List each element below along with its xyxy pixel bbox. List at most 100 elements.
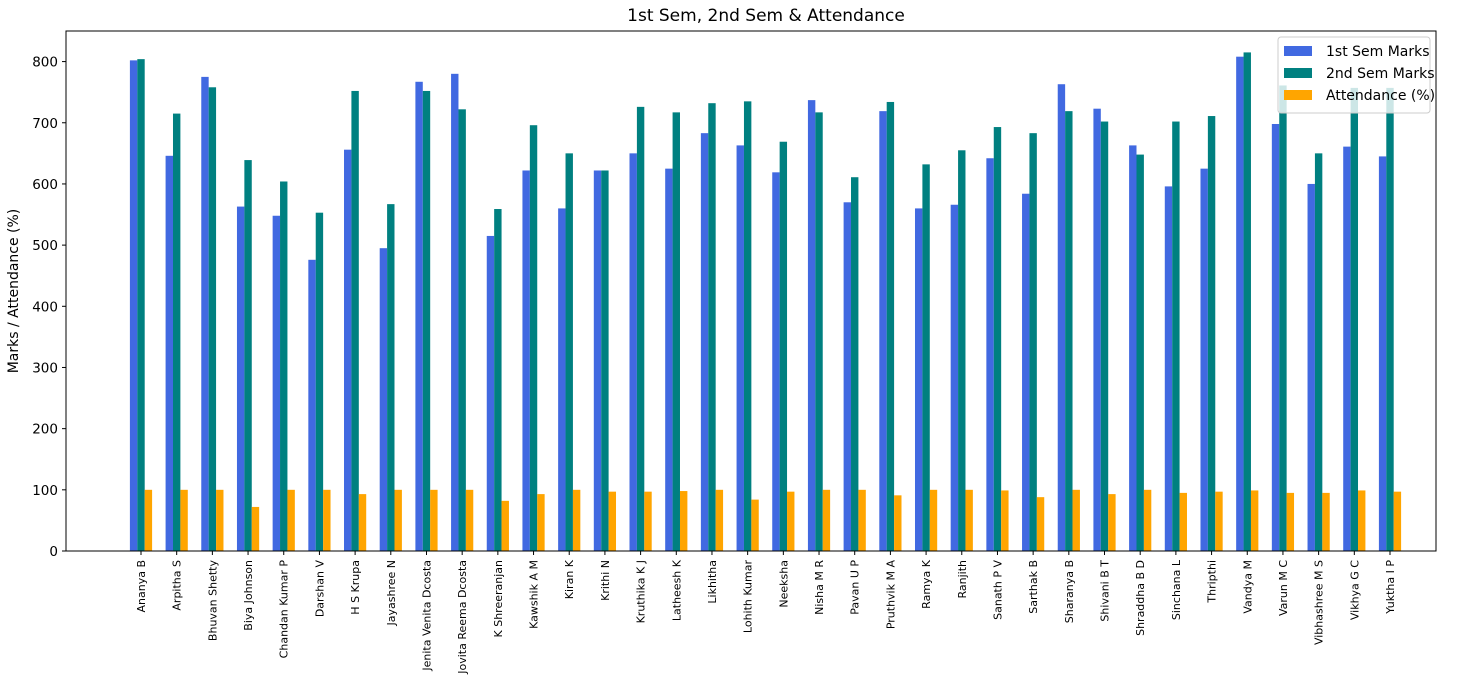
bar-s2-8 (430, 489, 438, 551)
bar-s2-16 (715, 489, 724, 551)
x-tick-label-35: Yuktha I P (1384, 560, 1397, 615)
x-tick-label-11: Kawshik A M (528, 560, 541, 629)
x-tick-label-10: K Shreeranjan (492, 560, 505, 638)
bar-s1-7 (387, 204, 395, 551)
bar-s0-17 (736, 145, 744, 551)
bar-s0-15 (665, 168, 673, 551)
x-tick-label-34: Vikhya G C (1348, 560, 1361, 620)
bar-s0-31 (1236, 56, 1244, 551)
bar-s0-21 (879, 111, 887, 551)
bar-s1-21 (886, 101, 895, 552)
bar-s2-27 (1108, 494, 1116, 551)
bar-s2-28 (1143, 489, 1152, 551)
y-tick-label-6: 600 (32, 177, 58, 193)
y-tick-label-8: 800 (32, 55, 58, 71)
bar-s0-35 (1378, 156, 1387, 551)
bar-s2-7 (394, 489, 402, 551)
bar-s2-5 (323, 489, 331, 551)
bar-s2-18 (787, 491, 795, 551)
y-tick-label-1: 100 (32, 483, 58, 499)
bar-s0-4 (272, 215, 281, 551)
bar-s1-11 (529, 125, 538, 552)
bar-s2-32 (1286, 492, 1295, 551)
bar-s1-20 (851, 177, 859, 551)
bar-s1-0 (137, 59, 145, 551)
x-tick-label-15: Latheesh K (670, 559, 683, 621)
bar-s0-29 (1164, 186, 1173, 551)
y-tick-label-5: 500 (32, 238, 58, 254)
plot-frame (65, 30, 1437, 552)
legend-swatch-2 (1284, 90, 1312, 100)
bar-s1-12 (565, 153, 573, 551)
bar-s2-22 (929, 489, 938, 551)
bar-s2-21 (894, 495, 902, 551)
bar-s0-33 (1307, 183, 1315, 551)
legend-label-2: Attendance (%) (1326, 88, 1435, 104)
bar-s0-2 (201, 76, 209, 551)
bar-s1-25 (1029, 133, 1037, 551)
bar-s2-26 (1072, 489, 1080, 551)
bar-s2-12 (572, 489, 581, 551)
x-tick-label-12: Kiran K (563, 559, 576, 599)
bar-s1-2 (208, 87, 217, 551)
bar-s1-32 (1279, 85, 1287, 551)
bar-s1-3 (244, 160, 252, 551)
bar-s0-0 (129, 60, 138, 552)
bar-s0-19 (807, 100, 816, 551)
x-tick-label-4: Chandan Kumar P (278, 560, 291, 659)
bar-s0-13 (593, 170, 602, 552)
bar-s2-2 (216, 489, 224, 551)
bar-s2-6 (358, 494, 367, 551)
bar-s2-20 (858, 489, 866, 551)
ticks-group: 0 100 200 300 400 500 600 700 800 Ananya B Arpitha… (32, 55, 1397, 675)
x-tick-label-2: Bhuvan Shetty (206, 560, 219, 642)
bar-s2-9 (465, 489, 474, 551)
x-tick-label-3: Biya Johnson (242, 560, 255, 631)
legend-label-0: 1st Sem Marks (1326, 44, 1430, 60)
bar-s1-16 (708, 103, 716, 551)
bar-s2-29 (1179, 492, 1187, 551)
bar-s0-1 (165, 155, 173, 552)
bar-s1-1 (172, 113, 181, 551)
bar-s2-23 (965, 489, 973, 551)
x-tick-label-32: Varun M C (1277, 560, 1290, 616)
bar-s0-26 (1057, 84, 1066, 551)
bar-s1-13 (601, 170, 609, 552)
bar-s0-10 (486, 235, 495, 551)
bar-s0-7 (379, 248, 388, 551)
bar-s2-10 (501, 500, 509, 551)
bar-s1-18 (779, 141, 788, 552)
bar-s1-33 (1314, 153, 1323, 551)
bar-s0-32 (1271, 123, 1280, 552)
bar-s2-34 (1358, 490, 1366, 551)
bar-s2-1 (180, 489, 188, 551)
bar-s1-9 (458, 109, 466, 551)
y-tick-label-7: 700 (32, 116, 58, 132)
bar-s1-10 (494, 209, 502, 551)
bars-group (129, 52, 1402, 552)
bar-s0-30 (1200, 168, 1208, 551)
x-tick-label-27: Shivani B T (1099, 560, 1112, 622)
bar-s2-17 (751, 499, 759, 551)
bar-s2-0 (144, 489, 153, 551)
x-tick-label-16: Likhitha (706, 560, 719, 604)
y-axis-label: Marks / Attendance (%) (6, 209, 22, 374)
bar-s1-35 (1386, 87, 1394, 551)
legend-box (1277, 36, 1431, 114)
x-tick-label-30: Thripthi (1206, 560, 1219, 604)
x-tick-label-14: Kruthika K J (635, 560, 648, 623)
bar-s1-22 (922, 164, 930, 552)
bar-s0-24 (986, 158, 994, 551)
bar-s0-27 (1093, 108, 1101, 551)
bar-s2-24 (1001, 490, 1009, 551)
x-tick-label-23: Ranjith (956, 560, 969, 599)
bar-s2-3 (251, 506, 260, 551)
bar-s1-27 (1100, 121, 1109, 551)
bar-s1-31 (1243, 52, 1251, 551)
bar-s1-4 (280, 181, 288, 552)
x-tick-label-5: Darshan V (313, 560, 326, 618)
x-tick-label-29: Sinchana L (1170, 559, 1183, 620)
bar-s2-14 (644, 491, 652, 551)
bar-s1-19 (815, 112, 823, 552)
